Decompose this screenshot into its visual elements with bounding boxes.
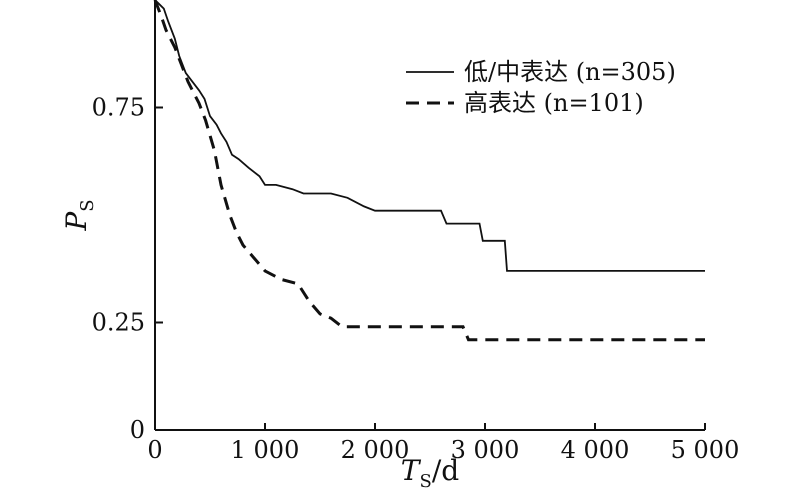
- x-tick-label: 1 000: [231, 436, 300, 464]
- y-tick-label: 0.25: [92, 309, 145, 337]
- y-axis-title: PS: [60, 199, 98, 231]
- x-axis-label: TS/d: [401, 454, 459, 492]
- x-tick-label: 4 000: [561, 436, 630, 464]
- x-tick-label: 0: [147, 436, 162, 464]
- series-high-expression-line: [153, 0, 705, 342]
- y-axis-label: PS: [60, 199, 98, 231]
- series-low-mid-expression-line: [154, 0, 705, 272]
- series-group: [153, 0, 705, 342]
- x-tick-label: 2 000: [341, 436, 410, 464]
- x-tick-label: 5 000: [671, 436, 740, 464]
- x-axis: 0 1 000 2 000 3 000 4 000 5 000: [147, 423, 739, 464]
- legend: 低/中表达 (n=305) 高表达 (n=101): [406, 58, 676, 117]
- legend-label-high: 高表达 (n=101): [464, 89, 644, 117]
- y-tick-label: 0.75: [92, 94, 145, 122]
- y-axis: 0 0.25 0.75: [92, 0, 163, 444]
- legend-label-low-mid: 低/中表达 (n=305): [464, 58, 676, 86]
- x-tick-label: 3 000: [451, 436, 520, 464]
- y-tick-label: 0: [130, 416, 145, 444]
